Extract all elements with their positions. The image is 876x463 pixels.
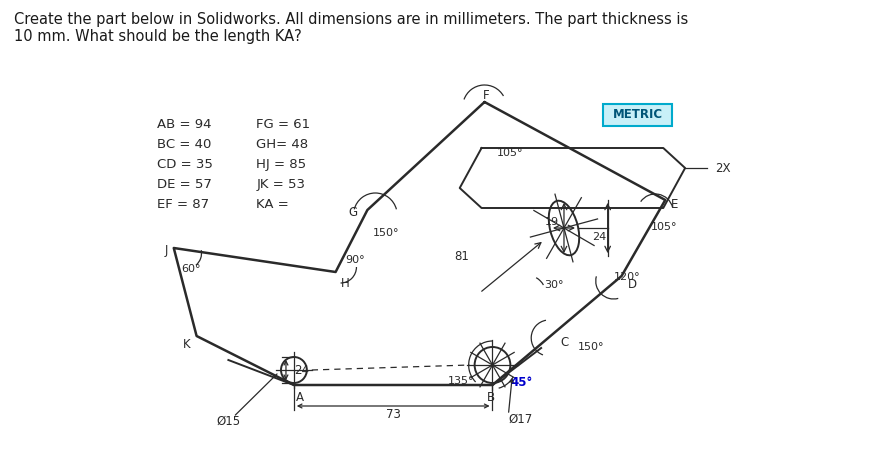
Text: 105°: 105° (650, 222, 677, 232)
Text: B: B (486, 391, 495, 404)
Text: 120°: 120° (613, 272, 640, 282)
Text: 150°: 150° (372, 228, 399, 238)
Text: EF = 87: EF = 87 (157, 198, 209, 211)
Text: DE = 57: DE = 57 (157, 178, 212, 191)
Text: 81: 81 (455, 250, 470, 263)
Text: D: D (627, 278, 637, 291)
Text: E: E (671, 198, 679, 211)
Text: METRIC: METRIC (612, 108, 662, 121)
Text: Create the part below in Solidworks. All dimensions are in millimeters. The part: Create the part below in Solidworks. All… (14, 12, 689, 44)
Text: 90°: 90° (345, 255, 365, 265)
Text: AB = 94: AB = 94 (157, 118, 211, 131)
Text: G: G (349, 206, 357, 219)
Text: Ø17: Ø17 (508, 413, 533, 426)
Text: 45°: 45° (511, 376, 533, 389)
Text: 105°: 105° (497, 148, 523, 158)
Text: JK = 53: JK = 53 (256, 178, 305, 191)
Text: A: A (296, 391, 304, 404)
Text: K: K (183, 338, 191, 351)
Text: 73: 73 (385, 408, 400, 421)
Text: KA =: KA = (256, 198, 289, 211)
Text: 2X: 2X (715, 162, 731, 175)
Text: 24: 24 (592, 232, 606, 242)
Text: HJ = 85: HJ = 85 (256, 158, 307, 171)
Text: 60°: 60° (181, 264, 201, 274)
Text: 24: 24 (294, 363, 309, 376)
Text: 135°: 135° (449, 376, 475, 386)
Text: FG = 61: FG = 61 (256, 118, 310, 131)
Text: 30°: 30° (544, 280, 563, 290)
Text: Ø15: Ø15 (216, 415, 240, 428)
Text: 150°: 150° (578, 342, 604, 352)
Text: BC = 40: BC = 40 (157, 138, 211, 151)
Text: GH= 48: GH= 48 (256, 138, 308, 151)
Text: CD = 35: CD = 35 (157, 158, 213, 171)
FancyBboxPatch shape (603, 104, 672, 126)
Text: F: F (484, 89, 490, 102)
Text: H: H (341, 277, 350, 290)
Text: C: C (560, 336, 569, 349)
Text: J: J (165, 244, 168, 257)
Text: 19: 19 (545, 217, 559, 227)
